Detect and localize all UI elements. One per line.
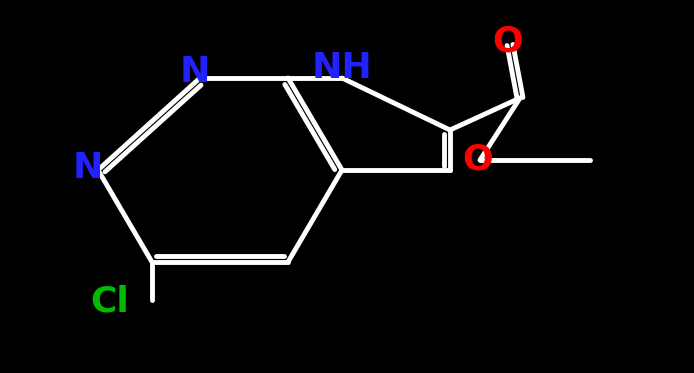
Text: N: N (180, 55, 210, 89)
Text: O: O (493, 25, 523, 59)
Text: Cl: Cl (91, 285, 129, 319)
Text: O: O (463, 143, 493, 177)
Text: NH: NH (312, 51, 373, 85)
Text: N: N (73, 151, 103, 185)
